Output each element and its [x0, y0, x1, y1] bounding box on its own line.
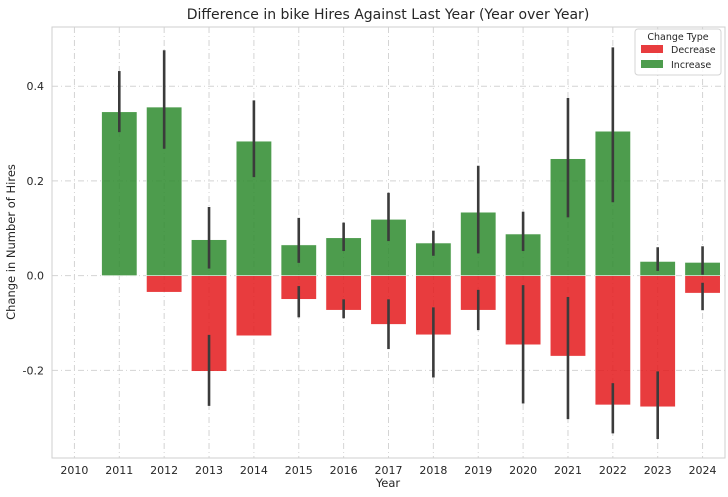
- legend-label-increase: Increase: [671, 60, 711, 71]
- x-tick-label: 2018: [419, 464, 447, 477]
- y-axis-ticks: -0.2 0.0 0.2 0.4: [23, 80, 44, 377]
- y-tick-label: 0.0: [27, 270, 45, 283]
- y-axis-label: Change in Number of Hires: [4, 164, 18, 320]
- x-tick-label: 2014: [240, 464, 268, 477]
- chart-title: Difference in bike Hires Against Last Ye…: [187, 7, 590, 23]
- x-tick-label: 2016: [330, 464, 358, 477]
- x-tick-label: 2011: [105, 464, 133, 477]
- legend-label-decrease: Decrease: [671, 45, 716, 56]
- y-tick-label: 0.4: [27, 80, 45, 93]
- legend-swatch-increase: [641, 60, 663, 68]
- y-tick-label: -0.2: [23, 364, 44, 377]
- x-axis-ticks: 2010 2011 2012 2013 2014 2015 2016 2017 2018 2019…: [60, 464, 716, 477]
- x-tick-label: 2015: [285, 464, 313, 477]
- x-tick-label: 2012: [150, 464, 178, 477]
- bar-increase: [101, 111, 138, 276]
- y-tick-label: 0.2: [27, 175, 45, 188]
- x-tick-label: 2019: [464, 464, 492, 477]
- bar-decrease: [235, 275, 272, 337]
- x-tick-label: 2021: [554, 464, 582, 477]
- x-tick-label: 2013: [195, 464, 223, 477]
- plot-frame: [51, 26, 726, 459]
- x-tick-label: 2024: [689, 464, 717, 477]
- x-tick-label: 2017: [375, 464, 403, 477]
- x-tick-label: 2010: [60, 464, 88, 477]
- x-tick-label: 2020: [509, 464, 537, 477]
- bar-decrease: [146, 275, 183, 293]
- x-axis-label: Year: [375, 476, 401, 490]
- legend-swatch-decrease: [641, 45, 663, 53]
- legend-title: Change Type: [647, 32, 708, 43]
- legend: Change Type Decrease Increase: [634, 28, 722, 76]
- x-tick-label: 2022: [599, 464, 627, 477]
- error-bars: [118, 47, 704, 440]
- x-tick-label: 2023: [644, 464, 672, 477]
- plot-area: [51, 26, 726, 459]
